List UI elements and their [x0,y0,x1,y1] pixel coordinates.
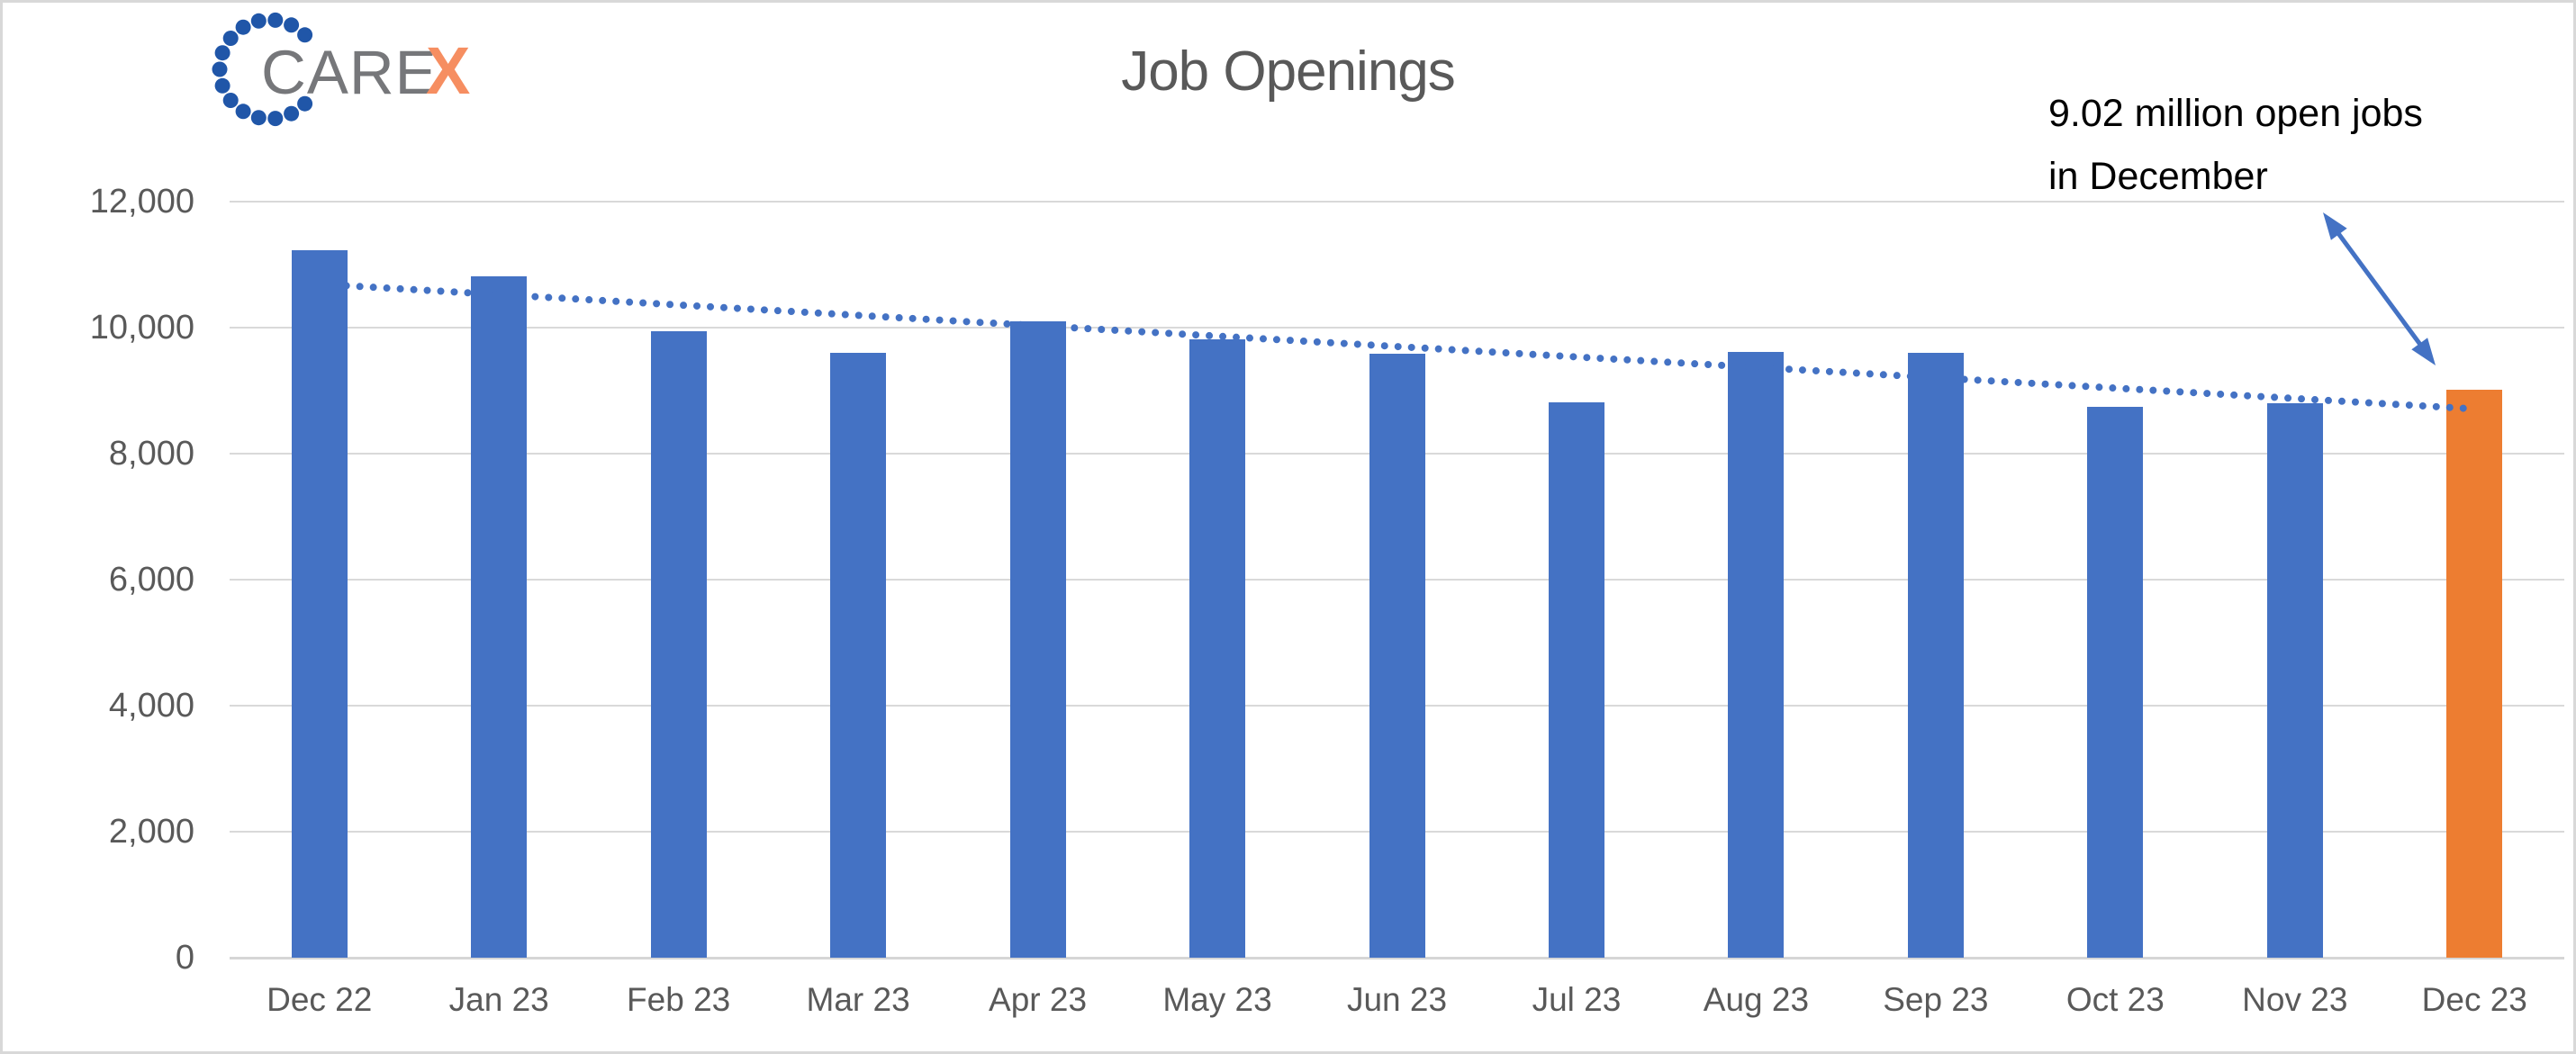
x-tick-label-dec-22: Dec 22 [267,981,373,1018]
y-tick-label-4000: 4,000 [108,687,194,725]
bar-oct-23 [2087,407,2144,958]
bar-nov-23 [2266,403,2323,958]
x-tick-label-apr-23: Apr 23 [989,981,1088,1018]
bar-feb-23 [650,331,707,958]
logo-dot [235,104,251,120]
x-tick-label-aug-23: Aug 23 [1703,981,1810,1018]
y-tick-label-8000: 8,000 [108,435,194,473]
x-tick-label-dec-23: Dec 23 [2421,981,2527,1018]
x-tick-label-jun-23: Jun 23 [1346,981,1448,1018]
carex-logo: CARE X [212,12,470,127]
bar-apr-23 [1009,321,1066,958]
gridline-12000 [230,201,2564,203]
logo-care-text: CARE [261,38,438,107]
bar-jan-23 [471,275,528,958]
chart-title: Job Openings [1121,41,1456,103]
bar-sep-23 [1907,353,1964,958]
gridline-10000 [230,327,2564,329]
x-tick-label-jan-23: Jan 23 [448,981,549,1018]
bar-jul-23 [1548,401,1604,958]
y-tick-label-0: 0 [175,939,194,977]
x-tick-label-sep-23: Sep 23 [1883,981,1989,1018]
logo-dot [214,45,230,61]
logo-dot [267,12,284,28]
logo-dot [235,19,251,35]
logo-dot [297,27,313,43]
logo-dot [222,93,239,108]
logo-dot [222,31,239,46]
logo-dot [250,110,267,126]
annotation-line-1: 9.02 million open jobs [2048,92,2423,135]
annotation-line-2: in December [2048,155,2268,198]
x-tick-label-nov-23: Nov 23 [2242,981,2348,1018]
annotation-arrow [2323,212,2436,365]
x-tick-label-may-23: May 23 [1162,981,1272,1018]
x-tick-label-jul-23: Jul 23 [1532,981,1622,1018]
logo-dot [267,111,284,127]
annotation-callout: 9.02 million open jobs in December [2048,82,2517,208]
x-tick-label-mar-23: Mar 23 [806,981,910,1018]
logo-x-text: X [426,33,470,108]
bar-dec-22 [291,249,348,958]
y-tick-label-12000: 12,000 [89,183,194,221]
logo-dot [284,17,300,33]
bar-jun-23 [1369,353,1425,958]
logo-dot [284,105,300,122]
bar-mar-23 [830,353,887,958]
bar-dec-23 [2446,389,2503,958]
x-tick-label-oct-23: Oct 23 [2065,981,2165,1018]
logo-dot [214,77,230,94]
logo-dot [297,95,313,112]
y-tick-label-10000: 10,000 [89,309,194,347]
y-tick-label-2000: 2,000 [108,813,194,851]
bar-may-23 [1189,338,1246,958]
y-tick-label-6000: 6,000 [108,561,194,599]
logo-dotted-circle [212,12,313,127]
bar-aug-23 [1728,352,1785,958]
x-axis-line [230,957,2564,959]
x-tick-label-feb-23: Feb 23 [627,981,731,1018]
logo-dot [250,13,267,29]
logo-dot [212,61,228,77]
